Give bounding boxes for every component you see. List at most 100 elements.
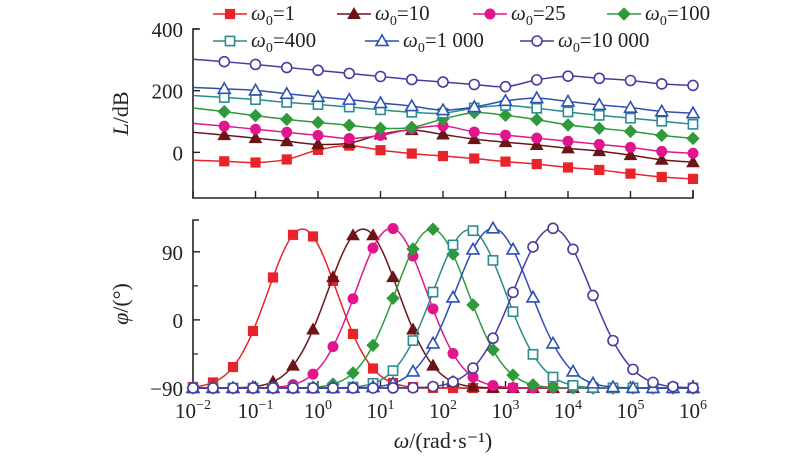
- x-tick-label: 101: [367, 398, 395, 423]
- magnitude-point: [373, 95, 388, 109]
- magnitude-point: [687, 147, 699, 159]
- magnitude-point: [248, 82, 263, 96]
- magnitude-point: [562, 106, 574, 118]
- magnitude-point: [591, 97, 607, 111]
- magnitude-point: [561, 141, 575, 154]
- phase-line: [192, 228, 693, 389]
- magnitude-point: [531, 102, 543, 114]
- phase-point: [487, 379, 499, 391]
- phase-point: [505, 241, 521, 255]
- magnitude-point: [281, 96, 293, 108]
- phase-point: [327, 382, 339, 394]
- phase-point: [247, 382, 259, 394]
- magnitude-point: [529, 137, 544, 150]
- phase-point: [426, 358, 440, 371]
- magnitude-point: [594, 164, 605, 176]
- legend-marker: [224, 8, 236, 20]
- magnitude-point: [343, 67, 356, 80]
- phase-point: [307, 231, 319, 242]
- magnitude-point: [280, 61, 293, 74]
- phase-point: [346, 366, 360, 380]
- magnitude-point: [467, 132, 482, 145]
- magnitude-point: [218, 55, 231, 68]
- phase-point: [406, 322, 420, 335]
- phase-point: [667, 380, 679, 393]
- y-tick-label: 0: [173, 141, 184, 165]
- magnitude-point: [312, 64, 324, 77]
- magnitude-point: [592, 121, 606, 136]
- phase-point: [307, 368, 319, 380]
- phase-point: [267, 272, 279, 283]
- magnitude-panel: 0 200 400 L/dB: [108, 18, 701, 199]
- magnitude-point: [435, 102, 451, 116]
- phase-point: [647, 376, 659, 389]
- magnitude-point: [468, 78, 481, 91]
- phase-point: [366, 228, 380, 241]
- x-tick-label: 10−2: [175, 398, 211, 423]
- phase-point: [447, 347, 459, 359]
- legend-item: ω0=25: [473, 1, 566, 29]
- magnitude-point: [250, 94, 261, 106]
- magnitude-point: [374, 70, 387, 83]
- magnitude-point: [250, 157, 261, 168]
- magnitude-point: [593, 109, 605, 121]
- phase-point: [525, 289, 541, 303]
- phase-point: [507, 306, 519, 318]
- phase-point: [227, 361, 239, 373]
- phase-series-6: [187, 222, 699, 394]
- magnitude-line: [192, 144, 694, 180]
- magnitude-point: [405, 120, 419, 135]
- phase-point: [605, 379, 621, 393]
- y-tick-label: 90: [162, 241, 183, 265]
- phase-point: [587, 289, 599, 302]
- magnitude-point: [656, 145, 668, 157]
- magnitude-point: [466, 99, 482, 113]
- phase-line: [192, 228, 693, 389]
- legend-label: ω0=100: [645, 1, 710, 29]
- phase-point: [227, 382, 239, 394]
- magnitude-point: [560, 93, 576, 107]
- phase-point: [447, 376, 459, 388]
- phase-point: [406, 242, 420, 256]
- phase-point: [387, 382, 399, 394]
- magnitude-series-5: [192, 81, 701, 119]
- phase-point: [625, 380, 641, 394]
- x-tick-label: 103: [492, 398, 520, 423]
- legend-marker: [617, 7, 631, 21]
- phase-axes-frame: [192, 219, 694, 389]
- phase-point: [467, 225, 479, 237]
- phase-point: [366, 338, 380, 353]
- phase-point: [545, 335, 561, 349]
- magnitude-point: [654, 103, 670, 117]
- legend-marker: [531, 35, 543, 47]
- magnitude-point: [436, 127, 450, 140]
- phase-point: [187, 382, 199, 394]
- y-tick-label: 0: [173, 309, 184, 333]
- magnitude-point: [687, 118, 699, 130]
- phase-point: [386, 291, 400, 305]
- phase-point: [427, 303, 439, 315]
- phase-series-2: [187, 223, 699, 394]
- phase-point: [367, 382, 379, 394]
- magnitude-point: [437, 76, 449, 88]
- phase-point: [565, 363, 581, 377]
- phase-point: [347, 382, 359, 394]
- legend-label: ω0=1 000: [403, 28, 484, 56]
- magnitude-point: [498, 93, 513, 107]
- magnitude-point: [311, 137, 325, 150]
- magnitude-point: [343, 132, 355, 144]
- y-axis-title-phase: φ/(°): [108, 283, 133, 325]
- phase-series-3: [186, 222, 700, 395]
- magnitude-point: [279, 86, 295, 100]
- magnitude-point: [623, 100, 638, 113]
- phase-point: [347, 293, 359, 305]
- y-tick-label: 200: [152, 80, 184, 104]
- magnitude-point: [312, 129, 324, 141]
- phase-point: [327, 341, 339, 353]
- magnitude-point: [281, 154, 292, 165]
- magnitude-point: [562, 135, 574, 147]
- magnitude-point: [529, 90, 545, 104]
- phase-point: [387, 365, 399, 377]
- magnitude-point: [593, 138, 605, 150]
- legend-item: ω0=400: [213, 28, 316, 56]
